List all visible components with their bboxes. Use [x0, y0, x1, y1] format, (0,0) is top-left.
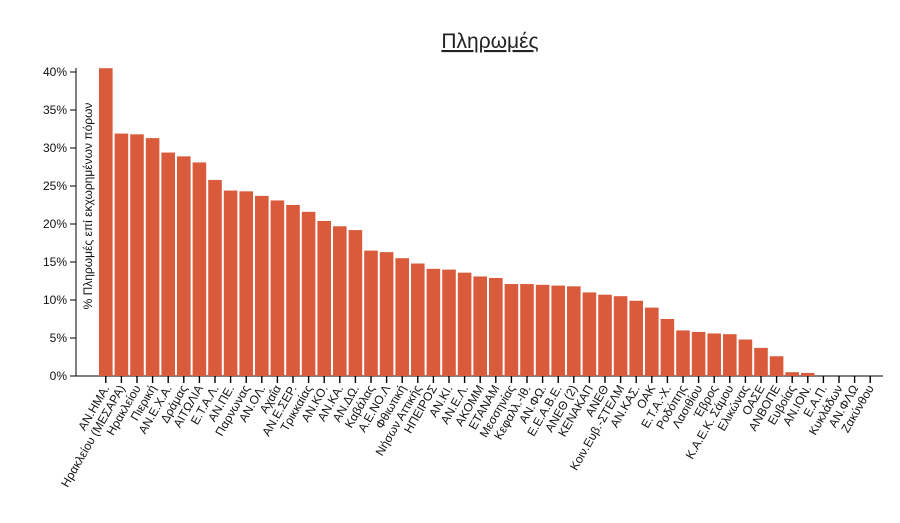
- bar: [223, 190, 238, 376]
- bar: [457, 272, 472, 376]
- bar: [769, 356, 784, 376]
- y-tick-label: 10%: [43, 293, 67, 307]
- bar: [801, 372, 815, 376]
- bar: [738, 339, 753, 376]
- bar: [598, 294, 612, 376]
- bar: [161, 152, 175, 376]
- bar: [192, 162, 207, 376]
- y-tick-label: 40%: [43, 65, 67, 79]
- bar: [645, 307, 659, 376]
- bar: [504, 284, 519, 376]
- bar: [317, 220, 331, 376]
- y-tick-label: 0%: [50, 369, 68, 383]
- bar: [676, 330, 690, 376]
- y-axis: 0% 5% 10% 15% 20% 25% 30% 35% 40%: [43, 65, 77, 383]
- chart-title: Πληρωμές: [441, 30, 538, 53]
- bar: [348, 230, 363, 376]
- bar: [535, 284, 550, 376]
- bar: [99, 68, 113, 376]
- bar: [660, 319, 675, 376]
- bar: [582, 292, 597, 376]
- bar: [239, 191, 253, 376]
- bar: [567, 286, 581, 376]
- bar: [286, 205, 300, 376]
- y-tick-label: 25%: [43, 179, 67, 193]
- bar: [301, 211, 316, 376]
- bar: [754, 347, 768, 376]
- bar: [551, 285, 565, 376]
- y-tick-label: 5%: [50, 331, 68, 345]
- bar: [208, 179, 222, 376]
- bar: [114, 133, 129, 376]
- bar: [723, 334, 737, 376]
- y-tick-label: 35%: [43, 103, 67, 117]
- bar: [333, 226, 347, 376]
- bar: [785, 372, 799, 376]
- bar: [395, 258, 409, 376]
- bar: [613, 296, 628, 376]
- bar: [177, 156, 191, 376]
- bar: [473, 276, 487, 376]
- bar: [270, 200, 285, 376]
- bar: [130, 134, 144, 376]
- x-tick-labels: ΑΝ.ΗΜΑ.Ηρακλείου (ΜΕΣΑΡΑ)ΗρακλείουΠιερικ…: [58, 382, 877, 489]
- bar: [520, 284, 534, 376]
- bar: [426, 268, 441, 376]
- bar: [691, 331, 706, 376]
- bar: [489, 277, 503, 376]
- x-axis: [76, 375, 883, 383]
- bar: [364, 250, 378, 376]
- bar: [707, 333, 721, 376]
- y-axis-label: % Πληρωμές επί εκχωρημένων πόρων: [81, 103, 95, 310]
- bar: [629, 300, 643, 376]
- bar: [379, 252, 394, 376]
- bars: [99, 68, 815, 376]
- bar: [255, 195, 269, 376]
- y-tick-label: 15%: [43, 255, 67, 269]
- bar: [145, 138, 160, 376]
- y-tick-label: 20%: [43, 217, 67, 231]
- bar: [442, 269, 456, 376]
- bar: [411, 263, 425, 376]
- y-tick-label: 30%: [43, 141, 67, 155]
